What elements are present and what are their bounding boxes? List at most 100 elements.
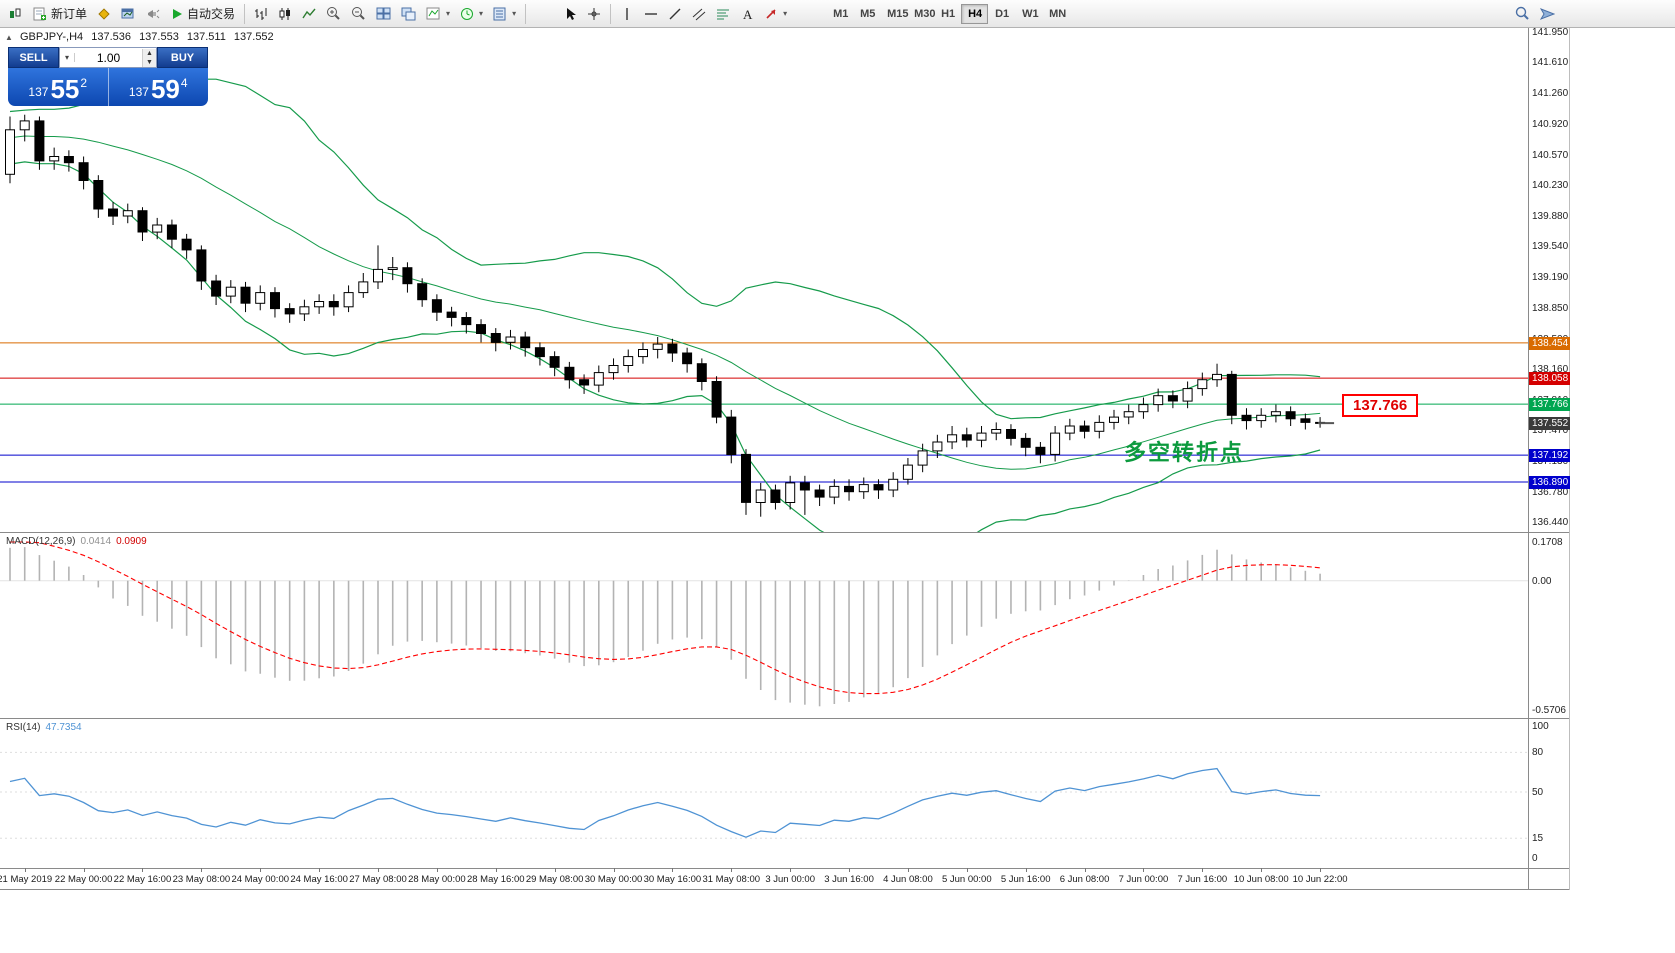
timeframe-h4-button[interactable]: H4 [961, 3, 989, 24]
buy-button[interactable]: BUY [157, 47, 208, 68]
time-label: 22 May 16:00 [113, 874, 172, 885]
main-price-chart[interactable] [0, 28, 1528, 532]
pane-separator [0, 889, 1569, 890]
time-tick [1084, 868, 1086, 872]
axis-value-label: 0 [1532, 853, 1538, 864]
axis-value-label: 140.570 [1532, 149, 1569, 161]
hline-price-tag: 138.454 [1529, 336, 1570, 350]
time-label: 10 Jun 08:00 [1233, 874, 1289, 885]
time-tick [1202, 868, 1204, 872]
chart-profile-button[interactable] [116, 2, 141, 26]
timeframe-w1-button[interactable]: W1 [1015, 4, 1042, 24]
text-label-button[interactable]: A [735, 2, 759, 26]
rsi-indicator-pane[interactable] [0, 718, 1528, 868]
arrows-button[interactable]: ▾ [759, 2, 792, 26]
hline-price-tag: 136.890 [1529, 475, 1570, 489]
search-icon [1515, 6, 1529, 20]
pane-separator[interactable] [0, 718, 1569, 719]
crosshair-button[interactable] [582, 2, 606, 26]
volume-down-arrow[interactable]: ▼ [143, 57, 156, 67]
timeframe-h1-button[interactable]: H1 [934, 4, 961, 24]
line-chart-button[interactable] [297, 2, 321, 26]
favorites-button[interactable] [92, 2, 116, 26]
dropdown-arrow-icon: ▾ [479, 9, 484, 18]
quote-low: 137.511 [186, 31, 226, 43]
zoom-out-icon [352, 7, 365, 20]
volume-control[interactable]: ▾ 1.00 ▲ ▼ [59, 47, 157, 68]
buy-price[interactable]: 137 59 4 [128, 74, 188, 104]
pane-separator[interactable] [0, 532, 1569, 533]
sell-price[interactable]: 137 55 2 [8, 68, 109, 106]
price-callout-label[interactable]: 137.766 [1342, 394, 1419, 417]
time-axis[interactable]: 21 May 2019 22 May 00:00 22 May 16:00 23 Ma… [0, 868, 1528, 890]
hline-price-tag: 137.192 [1529, 449, 1570, 463]
horizontal-line-button[interactable] [639, 2, 663, 26]
timeframe-m15-button[interactable]: M15 [880, 4, 908, 24]
fibonacci-button[interactable] [711, 2, 735, 26]
timeframe-mn-button[interactable]: MN [1042, 4, 1069, 24]
equidistant-channel-button[interactable] [687, 2, 711, 26]
time-label: 7 Jun 16:00 [1177, 874, 1228, 885]
new-order-label: 新订单 [51, 7, 88, 21]
time-tick [1143, 868, 1145, 872]
zoom-in-button[interactable] [321, 2, 346, 26]
vertical-line-button[interactable] [615, 2, 639, 26]
search-button[interactable] [1510, 2, 1535, 26]
volume-value[interactable]: 1.00 [96, 50, 121, 65]
clock-icon [461, 7, 474, 20]
sell-button[interactable]: SELL [8, 47, 59, 68]
time-label: 21 May 2019 [0, 874, 53, 885]
cursor-button[interactable] [558, 2, 582, 26]
periods-clock-button[interactable]: ▾ [455, 2, 488, 26]
time-label: 27 May 08:00 [349, 874, 407, 885]
charts-icon-button[interactable] [3, 2, 28, 26]
time-label: 29 May 08:00 [525, 874, 584, 885]
toolbar-separator [525, 3, 527, 24]
cascade-windows-button[interactable] [396, 2, 421, 26]
timeframe-m30-button[interactable]: M30 [907, 4, 935, 24]
timeframe-d1-button[interactable]: D1 [988, 4, 1015, 24]
horizontal-line-icon [645, 12, 658, 15]
svg-text:A: A [743, 7, 753, 21]
indicators-button[interactable]: ▾ [421, 2, 455, 26]
axis-value-label: 100 [1532, 721, 1549, 732]
trendline-button[interactable] [663, 2, 687, 26]
chat-button[interactable] [1535, 2, 1560, 26]
bar-chart-button[interactable] [249, 2, 273, 26]
cascade-windows-icon [401, 7, 416, 20]
axis-value-label: 140.920 [1532, 118, 1569, 130]
tile-windows-icon [376, 7, 391, 19]
axis-value-label: 136.440 [1532, 517, 1569, 528]
megaphone-icon [148, 9, 160, 18]
time-tick [201, 868, 203, 872]
time-tick [1320, 868, 1322, 872]
pane-separator [0, 868, 1569, 869]
time-tick [613, 868, 615, 872]
axis-value-label: 50 [1532, 787, 1544, 798]
axis-value-label: 138.160 [1532, 364, 1569, 376]
templates-button[interactable]: ▾ [488, 2, 521, 26]
quote-open: 137.536 [91, 31, 131, 43]
macd-indicator-pane[interactable] [0, 532, 1528, 718]
chart-text-annotation[interactable]: 多空转折点 [1124, 440, 1245, 465]
time-label: 30 May 00:00 [584, 874, 643, 885]
auto-trading-button[interactable]: 自动交易 [166, 2, 240, 26]
rsi-label: RSI(14) 47.7354 [6, 722, 82, 733]
timeframe-m5-button[interactable]: M5 [853, 4, 880, 24]
time-tick [907, 868, 909, 872]
time-tick [260, 868, 262, 872]
trendline-icon [669, 8, 681, 19]
candlestick-chart-button[interactable] [273, 2, 297, 26]
alerts-button[interactable] [141, 2, 166, 26]
one-click-collapse-arrow[interactable]: ▲ [5, 33, 13, 42]
volume-dropdown-arrow[interactable]: ▾ [60, 53, 75, 62]
time-label: 23 May 08:00 [172, 874, 231, 885]
fibonacci-icon [717, 9, 730, 19]
zoom-out-button[interactable] [346, 2, 371, 26]
new-order-button[interactable]: 新订单 [28, 2, 92, 26]
volume-up-arrow[interactable]: ▲ [143, 48, 156, 58]
tile-windows-button[interactable] [371, 2, 396, 26]
price-axis[interactable]: 141.950 141.610 141.260 140.920 140.570 140.2… [1528, 27, 1570, 890]
symbol-label: GBPJPY-,H4 [19, 31, 84, 43]
timeframe-m1-button[interactable]: M1 [826, 4, 853, 24]
